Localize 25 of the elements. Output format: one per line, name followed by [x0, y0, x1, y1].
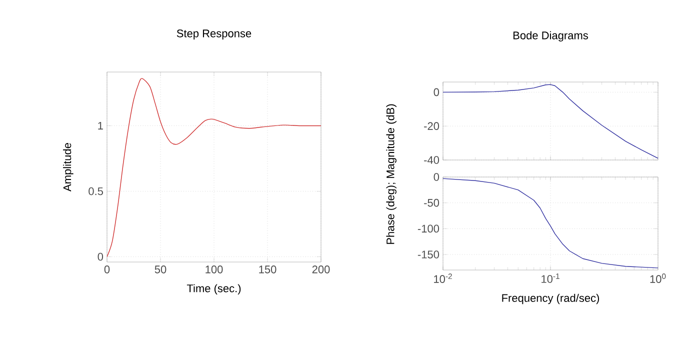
x-axis-title: Frequency (rad/sec): [502, 294, 600, 304]
chart-title: Step Response: [176, 30, 252, 40]
y-tick-label: -50: [424, 198, 440, 207]
y-tick-label: -100: [418, 224, 440, 233]
x-tick-label: 0: [104, 266, 110, 274]
x-axis-title: Time (sec.): [186, 284, 241, 294]
x-tick-label: 150: [259, 266, 276, 274]
y-tick-label: -40: [424, 156, 440, 164]
x-tick-label: 10$^{-2}$: [434, 274, 452, 283]
y-tick-label: -150: [418, 250, 440, 258]
x-tick-label: 10$^{0}$: [650, 274, 666, 283]
y-axis-title: Phase (deg); Magnitude (dB): [386, 104, 396, 244]
x-tick-label: 100: [206, 266, 223, 274]
y-tick-label: 0: [434, 173, 440, 181]
x-tick-label: 50: [154, 266, 166, 274]
y-tick-label: 0: [434, 88, 440, 96]
chart-title: Bode Diagrams: [514, 31, 588, 42]
x-tick-label: 200: [312, 266, 330, 274]
y-axis-title: Amplitude: [63, 143, 74, 192]
y-tick-label: 0: [98, 252, 104, 261]
x-tick-label: 10$^{-1}$: [542, 274, 560, 283]
y-tick-label: -20: [424, 122, 440, 130]
y-tick-label: 1: [98, 122, 103, 130]
y-tick-label: 0.5: [88, 187, 104, 196]
line-series: [107, 78, 322, 258]
